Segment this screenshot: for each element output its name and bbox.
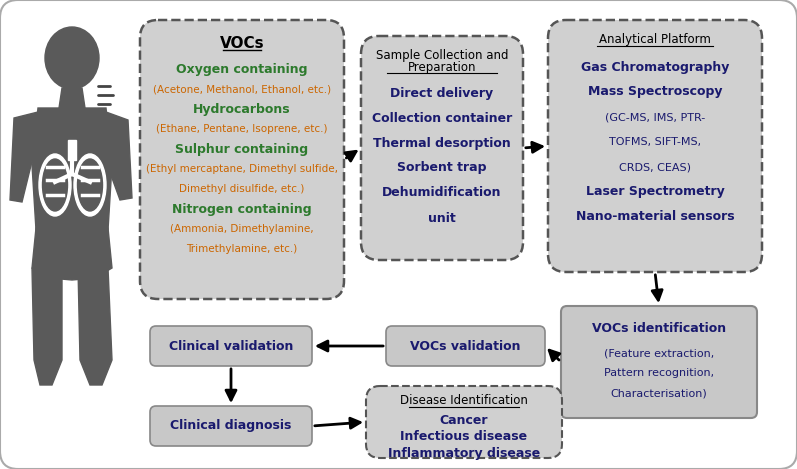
Polygon shape [68, 140, 76, 160]
Text: Inflammatory disease: Inflammatory disease [388, 446, 540, 460]
Ellipse shape [77, 159, 103, 211]
Text: Analytical Platform: Analytical Platform [599, 33, 711, 46]
Text: CRDS, CEAS): CRDS, CEAS) [619, 162, 691, 172]
Text: Clinical validation: Clinical validation [169, 340, 293, 353]
Text: (Ammonia, Dimethylamine,: (Ammonia, Dimethylamine, [171, 224, 314, 234]
Text: Sample Collection and: Sample Collection and [375, 48, 508, 61]
FancyBboxPatch shape [361, 36, 523, 260]
Text: VOCs validation: VOCs validation [410, 340, 520, 353]
Text: (Ethane, Pentane, Isoprene, etc.): (Ethane, Pentane, Isoprene, etc.) [156, 124, 328, 134]
FancyBboxPatch shape [548, 20, 762, 272]
Text: VOCs identification: VOCs identification [592, 322, 726, 334]
Polygon shape [78, 268, 112, 385]
Text: (Feature extraction,: (Feature extraction, [604, 348, 714, 358]
Text: (GC-MS, IMS, PTR-: (GC-MS, IMS, PTR- [605, 112, 705, 122]
Text: Preparation: Preparation [408, 61, 477, 74]
Text: Direct delivery: Direct delivery [391, 86, 493, 99]
Ellipse shape [74, 154, 106, 216]
Ellipse shape [45, 27, 99, 89]
Text: Dimethyl disulfide, etc.): Dimethyl disulfide, etc.) [179, 184, 304, 194]
Text: VOCs: VOCs [220, 37, 265, 52]
Text: Clinical diagnosis: Clinical diagnosis [171, 419, 292, 432]
Text: Oxygen containing: Oxygen containing [176, 62, 308, 76]
FancyBboxPatch shape [150, 406, 312, 446]
Text: Hydrocarbons: Hydrocarbons [193, 103, 291, 115]
Polygon shape [32, 108, 112, 255]
Text: Gas Chromatography: Gas Chromatography [581, 61, 729, 74]
Text: Nitrogen containing: Nitrogen containing [172, 203, 312, 215]
Polygon shape [59, 88, 85, 108]
FancyBboxPatch shape [561, 306, 757, 418]
Text: Thermal desorption: Thermal desorption [373, 136, 511, 150]
Text: Laser Spectrometry: Laser Spectrometry [586, 186, 724, 198]
FancyBboxPatch shape [140, 20, 344, 299]
FancyBboxPatch shape [386, 326, 545, 366]
Text: Sorbent trap: Sorbent trap [397, 161, 487, 174]
Text: Mass Spectroscopy: Mass Spectroscopy [587, 85, 722, 98]
Text: Pattern recognition,: Pattern recognition, [604, 368, 714, 378]
Polygon shape [92, 112, 132, 200]
Text: Infectious disease: Infectious disease [400, 431, 528, 444]
Text: Trimethylamine, etc.): Trimethylamine, etc.) [186, 244, 297, 254]
Text: Dehumidification: Dehumidification [383, 187, 502, 199]
FancyBboxPatch shape [150, 326, 312, 366]
Text: (Acetone, Methanol, Ethanol, etc.): (Acetone, Methanol, Ethanol, etc.) [153, 84, 331, 94]
Ellipse shape [42, 159, 68, 211]
FancyBboxPatch shape [366, 386, 562, 458]
Polygon shape [32, 268, 62, 385]
Text: unit: unit [428, 212, 456, 225]
Text: Disease Identification: Disease Identification [400, 394, 528, 408]
Polygon shape [32, 228, 112, 280]
Text: Collection container: Collection container [372, 112, 512, 124]
Polygon shape [10, 112, 48, 202]
Text: Characterisation): Characterisation) [611, 388, 708, 398]
Text: Cancer: Cancer [440, 415, 489, 428]
Text: Sulphur containing: Sulphur containing [175, 143, 308, 156]
Text: TOFMS, SIFT-MS,: TOFMS, SIFT-MS, [609, 137, 701, 147]
Text: Nano-material sensors: Nano-material sensors [575, 211, 734, 224]
Ellipse shape [39, 154, 71, 216]
Text: (Ethyl mercaptane, Dimethyl sulfide,: (Ethyl mercaptane, Dimethyl sulfide, [146, 164, 338, 174]
